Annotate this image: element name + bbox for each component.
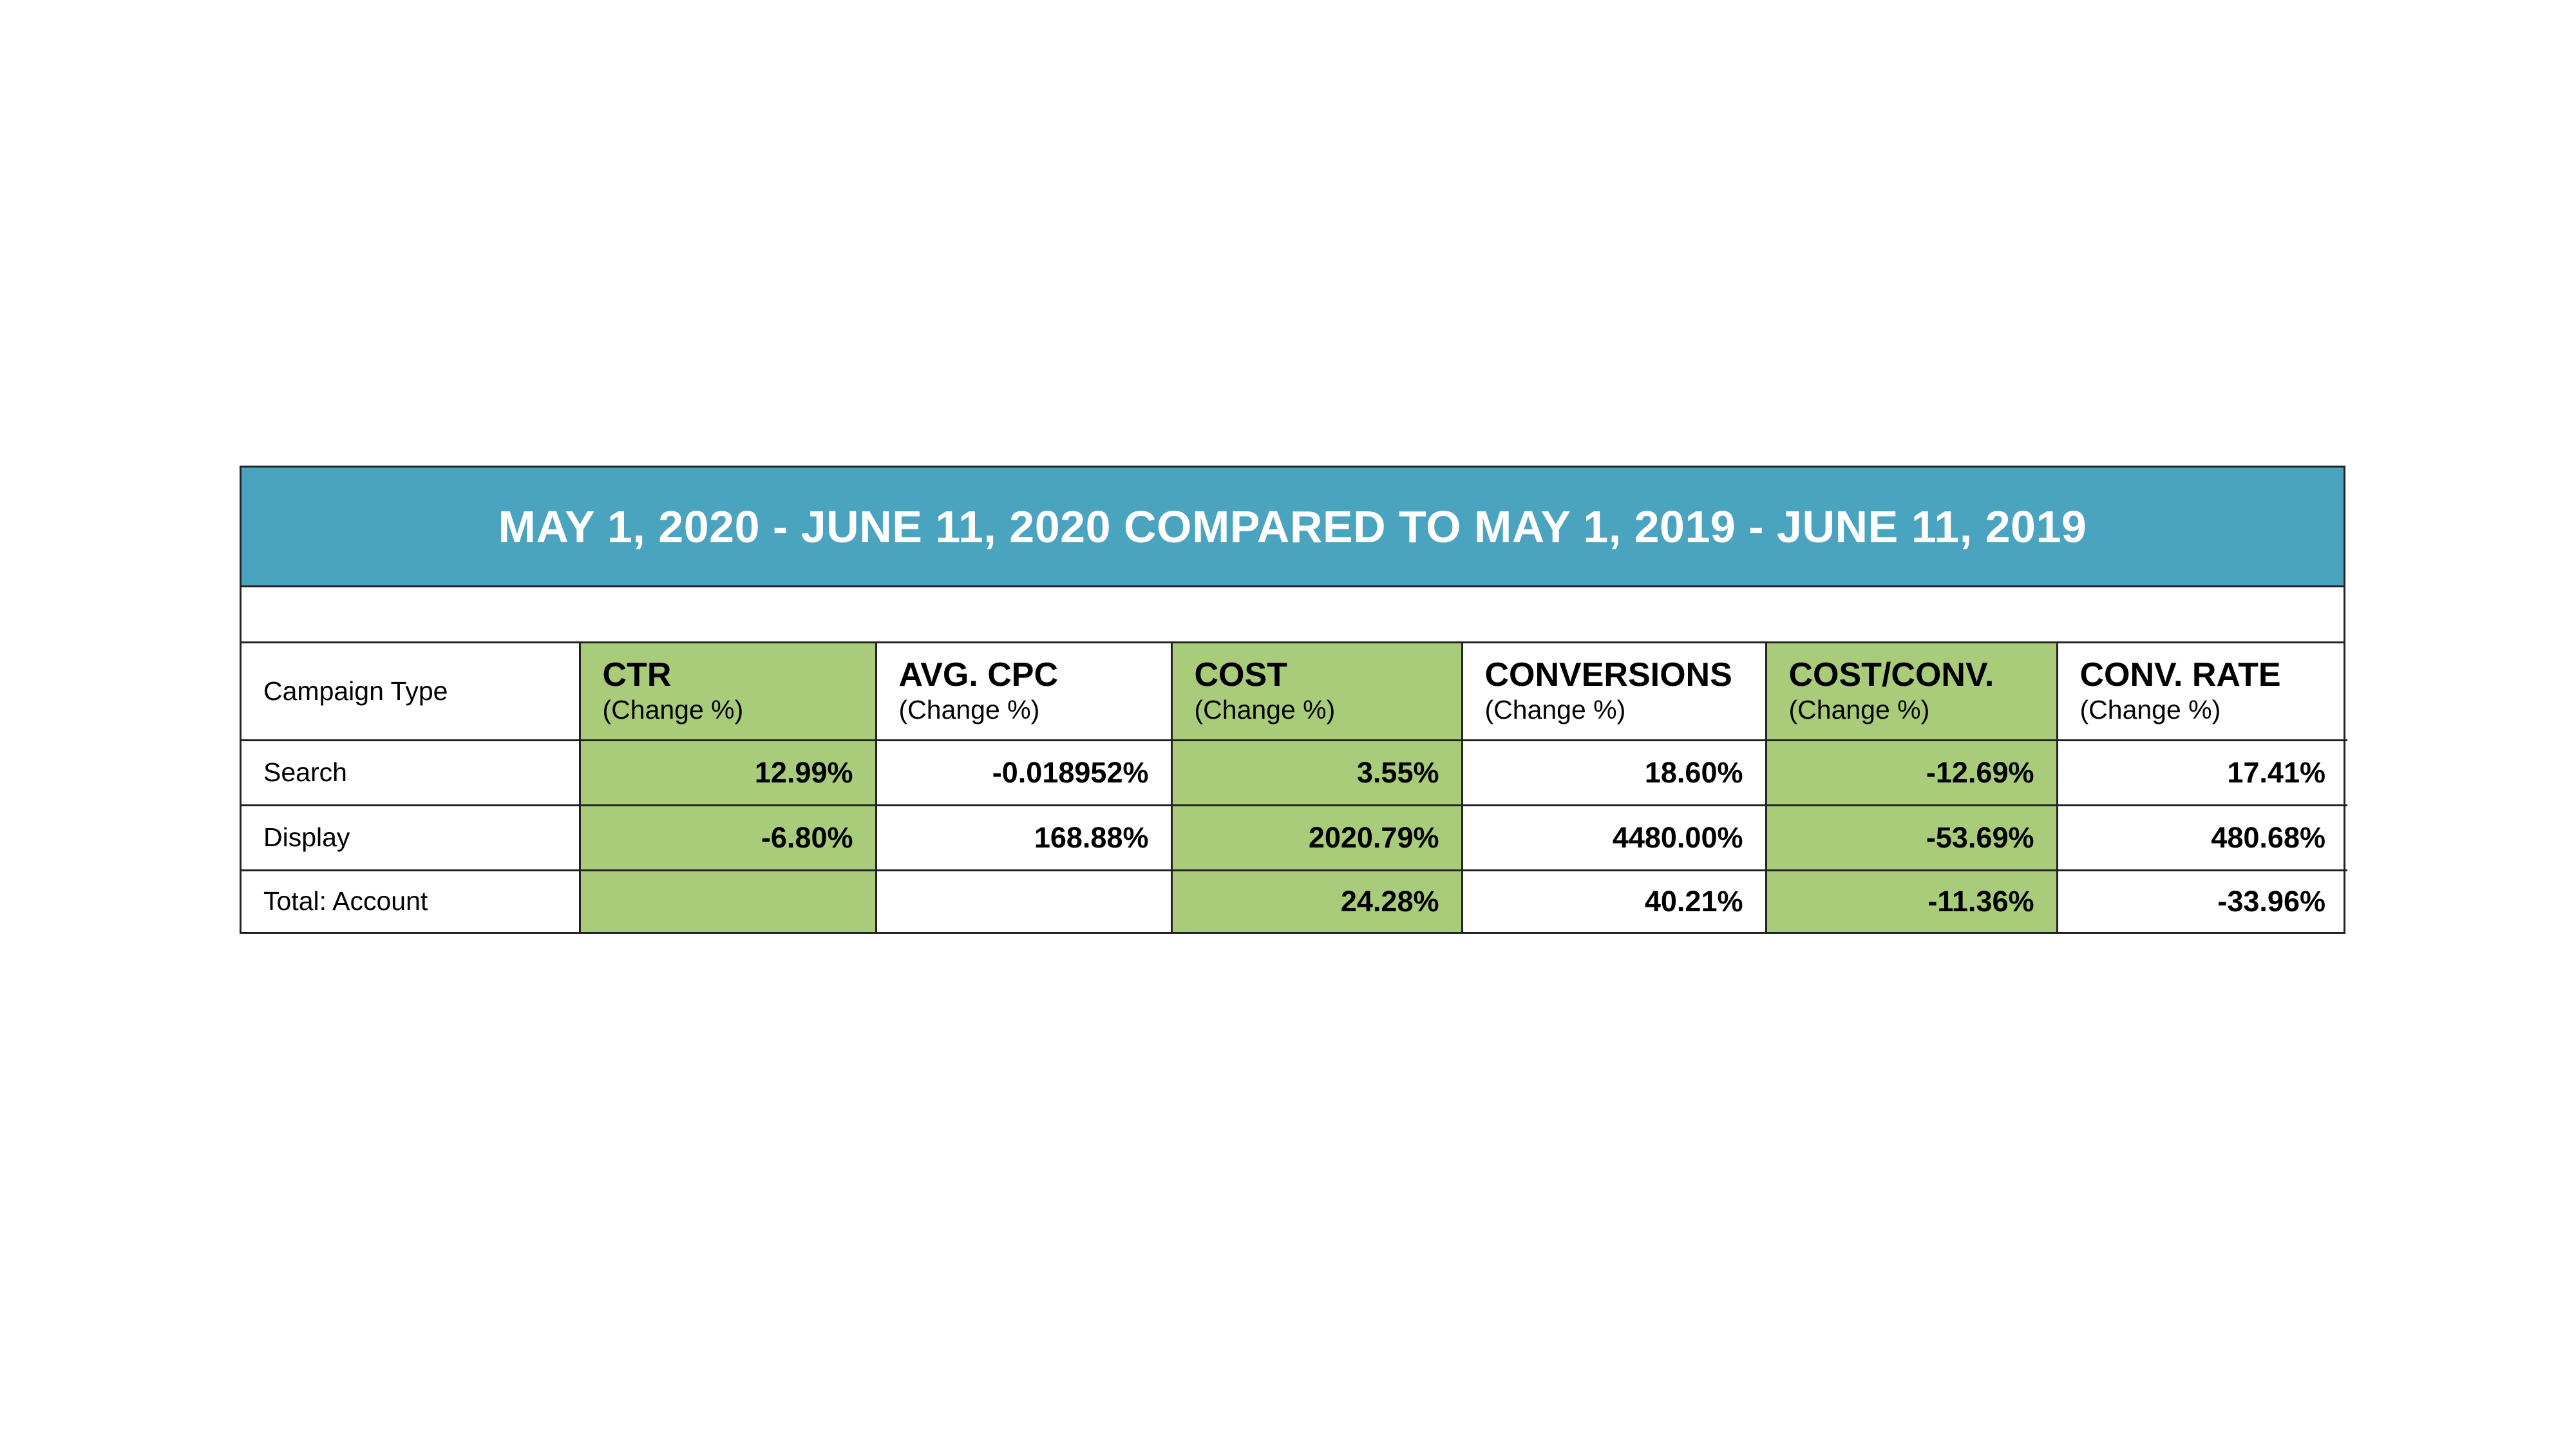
table-header-row: Campaign Type CTR (Change %) AVG. CPC (C… xyxy=(242,643,2347,741)
header-cost-sub: (Change %) xyxy=(1194,695,1336,725)
cell-display-avg-cpc: 168.88% xyxy=(875,804,1173,871)
header-conv-rate-name: CONV. RATE xyxy=(2079,656,2281,694)
cell-total-cost-per-conv: -11.36% xyxy=(1765,869,2058,932)
header-cost: COST (Change %) xyxy=(1170,643,1463,741)
table-row-total-account: Total: Account 24.28% 40.21% -11.36% -33… xyxy=(242,869,2347,932)
comparison-report: MAY 1, 2020 - JUNE 11, 2020 COMPARED TO … xyxy=(240,466,2347,934)
cell-search-avg-cpc: -0.018952% xyxy=(875,739,1173,806)
header-conversions-sub: (Change %) xyxy=(1484,695,1626,725)
cell-search-conv-rate: 17.41% xyxy=(2056,739,2347,806)
header-cost-per-conv-name: COST/CONV. xyxy=(1788,656,1994,694)
header-campaign-type-label: Campaign Type xyxy=(263,676,448,706)
header-conversions-name: CONVERSIONS xyxy=(1484,656,1732,694)
blank-spacer-row xyxy=(242,587,2344,643)
cell-search-cost: 3.55% xyxy=(1170,739,1463,806)
header-conversions: CONVERSIONS (Change %) xyxy=(1461,643,1767,741)
row-label-total-account: Total: Account xyxy=(242,869,581,932)
header-cost-per-conv-sub: (Change %) xyxy=(1788,695,1930,725)
header-ctr-sub: (Change %) xyxy=(602,695,744,725)
header-conv-rate-sub: (Change %) xyxy=(2079,695,2221,725)
header-campaign-type: Campaign Type xyxy=(242,643,581,741)
cell-display-cost: 2020.79% xyxy=(1170,804,1463,871)
cell-display-conversions: 4480.00% xyxy=(1461,804,1767,871)
row-label-search: Search xyxy=(242,739,581,806)
header-conv-rate: CONV. RATE (Change %) xyxy=(2056,643,2347,741)
header-avg-cpc-name: AVG. CPC xyxy=(898,656,1059,694)
cell-total-conv-rate: -33.96% xyxy=(2056,869,2347,932)
cell-total-conversions: 40.21% xyxy=(1461,869,1767,932)
cell-search-conversions: 18.60% xyxy=(1461,739,1767,806)
header-cost-per-conv: COST/CONV. (Change %) xyxy=(1765,643,2058,741)
cell-display-cost-per-conv: -53.69% xyxy=(1765,804,2058,871)
report-title-bar: MAY 1, 2020 - JUNE 11, 2020 COMPARED TO … xyxy=(242,468,2344,587)
table-row-search: Search 12.99% -0.018952% 3.55% 18.60% -1… xyxy=(242,739,2347,806)
cell-total-avg-cpc xyxy=(875,869,1173,932)
row-label-display: Display xyxy=(242,804,581,871)
cell-total-ctr xyxy=(578,869,877,932)
cell-display-conv-rate: 480.68% xyxy=(2056,804,2347,871)
table-row-display: Display -6.80% 168.88% 2020.79% 4480.00%… xyxy=(242,804,2347,871)
header-ctr-name: CTR xyxy=(602,656,672,694)
report-title: MAY 1, 2020 - JUNE 11, 2020 COMPARED TO … xyxy=(498,501,2087,552)
cell-search-cost-per-conv: -12.69% xyxy=(1765,739,2058,806)
header-avg-cpc: AVG. CPC (Change %) xyxy=(875,643,1173,741)
header-ctr: CTR (Change %) xyxy=(578,643,877,741)
header-avg-cpc-sub: (Change %) xyxy=(898,695,1040,725)
header-cost-name: COST xyxy=(1194,656,1287,694)
metrics-table: Campaign Type CTR (Change %) AVG. CPC (C… xyxy=(242,643,2347,932)
cell-display-ctr: -6.80% xyxy=(578,804,877,871)
cell-search-ctr: 12.99% xyxy=(578,739,877,806)
cell-total-cost: 24.28% xyxy=(1170,869,1463,932)
